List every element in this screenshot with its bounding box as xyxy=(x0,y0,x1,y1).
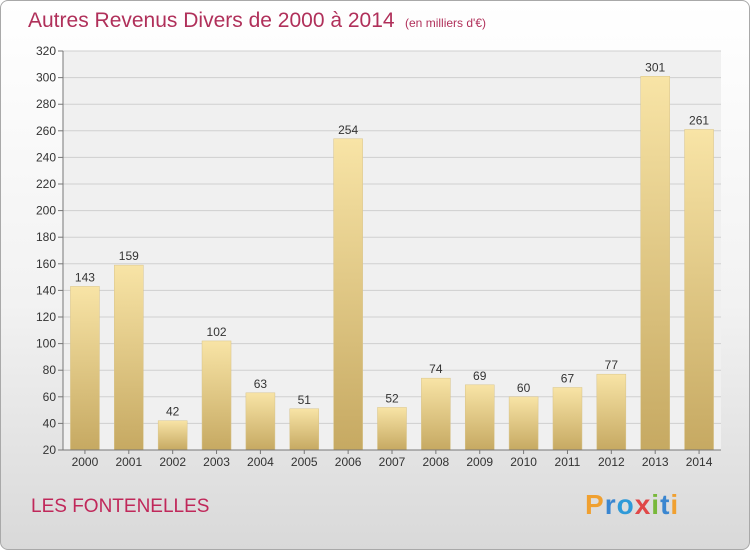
bar-2010 xyxy=(508,396,539,451)
logo-letter: x xyxy=(634,489,652,520)
y-tick-label: 220 xyxy=(36,177,56,191)
chart-title-unit: (en milliers d'€) xyxy=(405,16,486,30)
x-tick-label: 2011 xyxy=(555,455,581,469)
y-tick-label: 260 xyxy=(36,124,56,138)
bar-2002 xyxy=(157,420,188,451)
y-tick-label: 140 xyxy=(36,283,56,297)
data-label: 67 xyxy=(561,371,575,385)
y-tick-label: 280 xyxy=(36,97,56,111)
y-tick-label: 200 xyxy=(36,204,56,218)
logo-letter: P xyxy=(585,489,605,520)
x-tick-label: 2005 xyxy=(291,455,318,469)
bar-2012 xyxy=(596,373,627,451)
x-tick-label: 2001 xyxy=(115,455,142,469)
bar-2003 xyxy=(201,340,232,451)
logo-letter: r xyxy=(604,489,617,520)
bars-layer: 143 159 42 102 63 51 254 52 74 69 60 67 77 301 261 xyxy=(70,60,714,451)
data-label: 159 xyxy=(119,249,139,263)
bar-2009 xyxy=(464,384,495,451)
data-label: 301 xyxy=(645,60,665,74)
y-tick-label: 300 xyxy=(36,71,56,85)
data-label: 77 xyxy=(605,358,619,372)
y-tick-label: 80 xyxy=(43,363,57,377)
data-label: 69 xyxy=(473,369,487,383)
y-tick-label: 240 xyxy=(36,150,56,164)
axis-layer: 20 40 60 80 100 120 140 160 180 200 220 240 260 280 30… xyxy=(36,44,721,469)
y-tick-label: 320 xyxy=(36,44,56,58)
chart-title-main: Autres Revenus Divers de 2000 à 2014 xyxy=(28,9,395,32)
logo-letter: t xyxy=(660,489,671,520)
x-tick-label: 2008 xyxy=(423,455,450,469)
bar-2001 xyxy=(114,264,144,451)
y-tick-label: 20 xyxy=(43,443,57,457)
bar-2000 xyxy=(70,286,100,451)
data-label: 42 xyxy=(166,405,180,419)
commune-name: LES FONTENELLES xyxy=(31,496,210,517)
data-label: 52 xyxy=(385,391,399,405)
bar-2013 xyxy=(640,76,670,451)
logo-letter: i xyxy=(651,489,661,520)
x-tick-label: 2009 xyxy=(466,455,493,469)
y-tick-label: 160 xyxy=(36,257,56,271)
data-label: 51 xyxy=(298,393,312,407)
data-label: 102 xyxy=(207,325,227,339)
y-tick-label: 120 xyxy=(36,310,56,324)
x-tick-label: 2000 xyxy=(72,455,99,469)
x-tick-label: 2006 xyxy=(335,455,362,469)
x-tick-label: 2012 xyxy=(598,455,625,469)
bar-2004 xyxy=(245,392,276,451)
y-tick-label: 180 xyxy=(36,230,56,244)
x-tick-label: 2013 xyxy=(642,455,669,469)
logo-letter: i xyxy=(670,489,680,520)
x-tick-label: 2004 xyxy=(247,455,274,469)
bar-2006 xyxy=(333,138,363,451)
x-tick-label: 2014 xyxy=(686,455,713,469)
y-tick-label: 60 xyxy=(43,390,57,404)
data-label: 74 xyxy=(429,362,443,376)
data-label: 63 xyxy=(254,377,268,391)
bar-2007 xyxy=(377,407,407,451)
x-tick-label: 2003 xyxy=(203,455,230,469)
data-label: 254 xyxy=(338,123,358,137)
y-tick-label: 100 xyxy=(36,337,56,351)
proxiti-logo: Proxiti xyxy=(585,489,679,521)
x-tick-label: 2002 xyxy=(159,455,186,469)
chart-title: Autres Revenus Divers de 2000 à 2014 (en… xyxy=(28,9,486,33)
data-label: 261 xyxy=(689,113,709,127)
x-tick-label: 2007 xyxy=(379,455,406,469)
bar-2014 xyxy=(684,129,714,451)
bar-2008 xyxy=(421,377,451,451)
bar-2005 xyxy=(289,408,320,451)
logo-letter: o xyxy=(616,489,635,520)
data-label: 143 xyxy=(75,270,95,284)
data-label: 60 xyxy=(517,381,531,395)
y-tick-label: 40 xyxy=(43,416,57,430)
x-tick-label: 2010 xyxy=(510,455,537,469)
bar-2011 xyxy=(552,387,583,451)
